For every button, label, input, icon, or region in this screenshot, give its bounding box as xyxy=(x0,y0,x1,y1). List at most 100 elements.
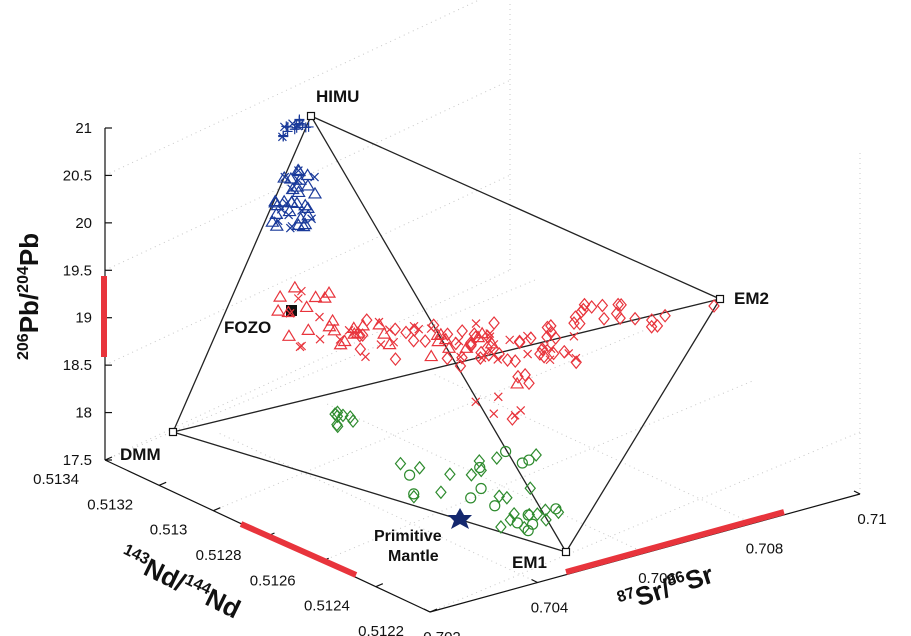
data-point xyxy=(545,355,555,365)
label-himu: HIMU xyxy=(316,87,359,106)
data-point xyxy=(291,185,306,198)
data-point xyxy=(539,503,552,518)
data-point xyxy=(489,409,499,419)
z-title-element-a: Pb xyxy=(14,300,44,333)
data-point xyxy=(491,451,503,465)
data-point xyxy=(307,186,323,199)
end-member-vertex xyxy=(715,294,725,304)
grid-line xyxy=(324,402,646,554)
data-point xyxy=(493,346,505,361)
x-tick xyxy=(853,490,861,495)
tetrahedron-edge xyxy=(565,298,721,553)
y-tick-label: 0.5132 xyxy=(87,496,133,513)
data-point xyxy=(512,369,524,384)
y-tick-label: 0.513 xyxy=(150,522,188,539)
z-tick-label: 21 xyxy=(75,120,92,137)
z-tick-label: 18 xyxy=(75,405,92,422)
x-tick-label: 0.702 xyxy=(423,629,461,636)
nd-range-bar xyxy=(239,521,358,578)
data-point xyxy=(525,331,537,346)
data-point xyxy=(629,311,641,326)
data-point xyxy=(389,322,401,337)
data-point xyxy=(297,206,306,215)
tick-labels: 17.5 18 18.5 19 19.5 20 20.5 21 0.5134 0.5132 0.51… xyxy=(33,120,886,636)
y-tick xyxy=(104,456,113,461)
z-title-slash: / xyxy=(14,293,44,300)
data-point xyxy=(469,330,482,345)
data-point xyxy=(300,122,311,133)
data-point xyxy=(377,326,392,339)
data-point xyxy=(465,467,478,482)
data-point xyxy=(269,219,284,231)
data-point xyxy=(471,397,481,407)
data-point xyxy=(268,195,283,208)
y-tick xyxy=(375,583,384,588)
data-point xyxy=(322,319,337,332)
data-point xyxy=(508,506,520,521)
x-axis-title: 87Sr/86Sr xyxy=(615,559,717,618)
data-point xyxy=(291,164,307,177)
data-point xyxy=(419,334,431,349)
data-point xyxy=(465,492,477,504)
data-point xyxy=(598,311,610,326)
x-tick-label: 0.706 xyxy=(638,570,676,587)
data-point xyxy=(441,327,454,342)
x-title-mass-a: 87 xyxy=(615,585,637,607)
grid-line xyxy=(104,0,481,176)
data-point xyxy=(441,341,457,353)
data-point xyxy=(404,469,416,481)
tetrahedron-edge xyxy=(172,115,312,433)
data-point xyxy=(426,324,436,334)
grid-line xyxy=(432,373,753,524)
data-point xyxy=(578,297,591,312)
data-point xyxy=(356,328,369,343)
data-point xyxy=(531,507,544,522)
z-tick-label: 20 xyxy=(75,215,92,232)
data-point xyxy=(524,481,537,496)
tetrahedron-edge xyxy=(172,298,721,433)
data-point xyxy=(523,376,535,391)
data-point xyxy=(269,207,284,219)
x-title-element-b: Sr xyxy=(681,559,716,596)
data-point xyxy=(413,460,426,475)
z-tick-label: 19.5 xyxy=(63,262,92,279)
data-point xyxy=(307,214,317,224)
data-point xyxy=(384,325,394,335)
y-tick xyxy=(158,481,167,486)
data-point xyxy=(361,352,370,362)
data-point xyxy=(545,318,557,333)
tetrahedron-edge xyxy=(310,115,721,300)
data-point xyxy=(281,305,296,318)
data-point xyxy=(300,178,315,191)
end-member-labels: HIMU EM2 DMM EM1 FOZO Primitive Mantle xyxy=(120,87,769,572)
data-point xyxy=(500,445,512,458)
data-point xyxy=(284,210,294,220)
data-point xyxy=(708,299,720,313)
label-primitive-mantle: Mantle xyxy=(388,548,439,565)
data-point xyxy=(456,324,468,338)
data-point xyxy=(354,342,367,357)
data-point xyxy=(516,405,526,415)
data-point xyxy=(495,520,507,534)
data-point xyxy=(474,461,486,474)
data-point xyxy=(475,482,487,495)
grid-line xyxy=(213,330,644,512)
data-point xyxy=(389,352,402,367)
data-point xyxy=(541,330,553,345)
data-point xyxy=(315,334,325,344)
primitive-mantle-star xyxy=(448,508,472,529)
data-point xyxy=(372,317,387,330)
x-tick-label: 0.708 xyxy=(746,541,784,558)
y-tick-label: 0.5122 xyxy=(358,623,404,636)
data-point xyxy=(277,170,292,183)
z-title-mass-b: 204 xyxy=(15,266,32,293)
label-em2: EM2 xyxy=(734,289,769,308)
data-point xyxy=(278,131,289,142)
data-point xyxy=(287,280,302,293)
data-point xyxy=(538,349,550,364)
tetrahedron-edge xyxy=(310,115,567,553)
data-point xyxy=(523,454,535,466)
data-point xyxy=(571,353,581,363)
data-point xyxy=(471,330,486,343)
end-member-vertex xyxy=(561,547,571,557)
